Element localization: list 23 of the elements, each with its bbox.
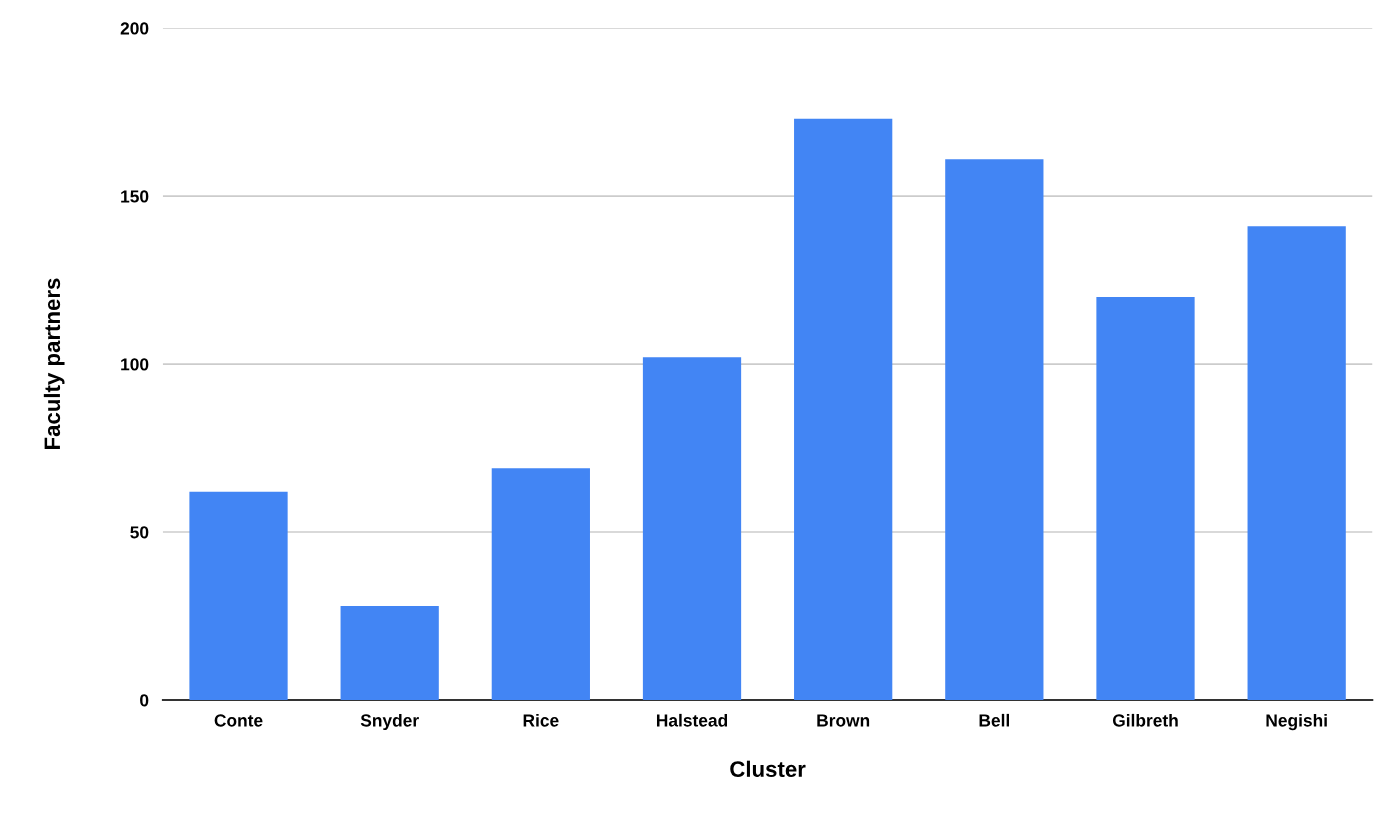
y-tick-label: 200 xyxy=(120,22,149,35)
x-tick-label: Negishi xyxy=(1266,713,1327,731)
x-tick-label: Rice xyxy=(523,713,559,727)
bar xyxy=(340,605,439,700)
bar xyxy=(642,357,742,700)
x-tick-label: Brown xyxy=(817,714,870,727)
y-axis-title: Faculty partners xyxy=(43,278,65,450)
bar xyxy=(189,491,288,700)
x-tick-label: Bell xyxy=(979,713,1010,727)
bar xyxy=(1096,296,1195,700)
bar xyxy=(945,159,1044,700)
y-tick-label: 100 xyxy=(121,358,149,371)
bar xyxy=(491,468,590,700)
y-tick-label: 0 xyxy=(140,694,149,707)
bar xyxy=(1247,226,1346,700)
y-tick-label: 50 xyxy=(130,526,149,539)
x-tick-label: Gilbreth xyxy=(1112,713,1178,727)
x-tick-label: Conte xyxy=(214,714,263,727)
x-axis-title: Cluster xyxy=(730,760,806,778)
bar xyxy=(794,118,893,700)
y-tick-label: 150 xyxy=(121,190,149,203)
x-tick-label: Snyder xyxy=(360,713,419,731)
x-tick-label: Halstead xyxy=(656,713,728,727)
